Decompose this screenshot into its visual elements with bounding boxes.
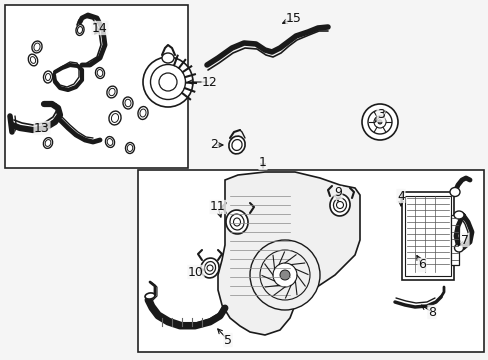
Text: 12: 12: [202, 76, 218, 89]
Text: 8: 8: [427, 306, 435, 319]
Ellipse shape: [329, 194, 349, 216]
Ellipse shape: [453, 211, 463, 219]
Ellipse shape: [453, 244, 463, 252]
Circle shape: [367, 110, 391, 134]
Ellipse shape: [105, 136, 114, 148]
Ellipse shape: [45, 140, 51, 147]
Text: 10: 10: [188, 266, 203, 279]
Ellipse shape: [225, 210, 247, 234]
Ellipse shape: [77, 27, 82, 33]
Text: 1: 1: [259, 157, 266, 170]
Ellipse shape: [30, 57, 36, 63]
Ellipse shape: [43, 138, 53, 148]
Ellipse shape: [109, 111, 121, 125]
Ellipse shape: [449, 188, 459, 197]
Bar: [5, 5, 187, 168]
Ellipse shape: [145, 293, 155, 299]
Ellipse shape: [34, 43, 40, 51]
Circle shape: [377, 120, 381, 124]
Ellipse shape: [125, 143, 134, 153]
Ellipse shape: [336, 202, 343, 208]
Text: 13: 13: [34, 122, 50, 135]
Circle shape: [272, 263, 296, 287]
Ellipse shape: [28, 54, 38, 66]
Ellipse shape: [109, 88, 115, 96]
Text: 7: 7: [460, 234, 468, 247]
Circle shape: [361, 104, 397, 140]
Ellipse shape: [138, 107, 148, 120]
Text: 11: 11: [210, 201, 225, 213]
Ellipse shape: [233, 218, 240, 226]
Text: 15: 15: [285, 12, 301, 24]
Ellipse shape: [201, 258, 219, 278]
Ellipse shape: [142, 57, 193, 107]
Ellipse shape: [333, 198, 346, 212]
Ellipse shape: [127, 144, 132, 152]
Ellipse shape: [107, 86, 117, 98]
Bar: [138, 170, 483, 352]
Text: 2: 2: [210, 139, 218, 152]
Text: 14: 14: [92, 22, 108, 35]
Ellipse shape: [107, 139, 113, 145]
Ellipse shape: [150, 64, 185, 99]
Ellipse shape: [260, 250, 309, 300]
Text: 6: 6: [417, 258, 425, 271]
Ellipse shape: [228, 136, 244, 154]
Ellipse shape: [111, 113, 118, 122]
Ellipse shape: [76, 24, 84, 36]
Ellipse shape: [229, 214, 244, 230]
Circle shape: [373, 116, 385, 128]
Ellipse shape: [45, 73, 50, 81]
Ellipse shape: [97, 69, 102, 76]
Text: 4: 4: [396, 189, 404, 202]
Text: 9: 9: [333, 186, 341, 199]
Bar: [404, 196, 450, 276]
Ellipse shape: [204, 262, 215, 274]
Ellipse shape: [43, 71, 52, 83]
Text: 5: 5: [224, 333, 231, 346]
Bar: [450, 215, 458, 265]
Ellipse shape: [231, 140, 242, 150]
Ellipse shape: [206, 265, 213, 271]
Ellipse shape: [95, 68, 104, 78]
Ellipse shape: [162, 53, 174, 63]
Polygon shape: [218, 172, 359, 335]
Ellipse shape: [32, 41, 42, 53]
Bar: [401, 192, 453, 280]
Text: 3: 3: [376, 108, 384, 122]
Circle shape: [280, 270, 289, 280]
Ellipse shape: [123, 97, 133, 109]
Ellipse shape: [159, 73, 177, 91]
Ellipse shape: [249, 240, 319, 310]
Ellipse shape: [140, 109, 146, 117]
Ellipse shape: [125, 99, 131, 107]
